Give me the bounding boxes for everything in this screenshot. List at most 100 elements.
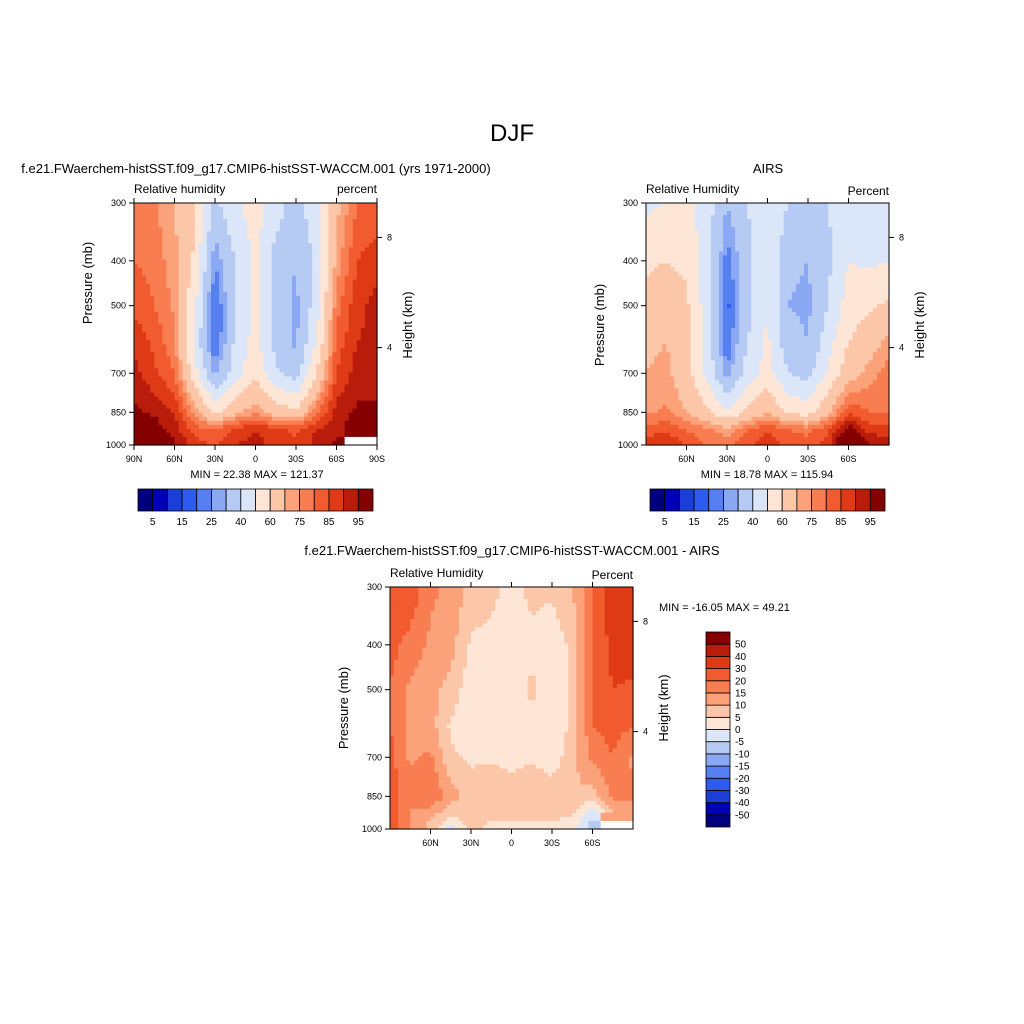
field-cell — [287, 328, 293, 333]
field-cell — [235, 344, 240, 349]
field-cell — [771, 227, 777, 232]
field-cell — [291, 348, 297, 353]
field-cell — [291, 203, 297, 208]
field-cell — [142, 275, 147, 281]
field-cell — [300, 384, 305, 390]
field-cell — [146, 376, 151, 382]
field-cell — [844, 263, 850, 269]
field-cell — [372, 376, 378, 382]
field-cell — [364, 340, 370, 345]
field-cell — [154, 271, 159, 277]
field-cell — [271, 424, 277, 430]
field-cell — [662, 259, 667, 265]
field-cell — [702, 223, 708, 228]
field-cell — [646, 271, 651, 277]
field-cell — [251, 255, 257, 261]
field-cell — [263, 219, 269, 224]
field-cell — [219, 291, 224, 297]
field-cell — [646, 283, 651, 289]
field-cell — [316, 344, 321, 349]
field-cell — [243, 243, 248, 248]
field-cell — [344, 235, 350, 240]
field-cell — [263, 368, 269, 373]
field-cell — [352, 364, 358, 369]
field-cell — [654, 227, 659, 232]
field-cell — [182, 328, 188, 333]
field-cell — [174, 255, 180, 261]
field-cell — [747, 227, 752, 232]
field-cell — [267, 412, 273, 418]
field-cell — [206, 392, 212, 398]
field-cell — [751, 255, 756, 261]
field-cell — [364, 315, 370, 321]
field-cell — [352, 400, 358, 406]
field-cell — [287, 384, 293, 390]
field-cell — [348, 420, 354, 426]
field-cell — [686, 247, 692, 252]
field-cell — [356, 295, 362, 301]
field-cell — [150, 336, 155, 341]
field-cell — [352, 328, 358, 333]
field-cell — [231, 271, 236, 277]
field-cell — [678, 259, 684, 265]
field-cell — [864, 215, 870, 220]
field-cell — [279, 416, 285, 422]
field-cell — [267, 348, 273, 353]
field-cell — [263, 271, 269, 277]
field-cell — [860, 235, 866, 240]
field-cell — [215, 432, 220, 438]
field-cell — [283, 404, 289, 410]
field-cell — [263, 211, 269, 216]
field-cell — [328, 416, 334, 422]
field-cell — [267, 291, 273, 297]
field-cell — [134, 287, 139, 293]
field-cell — [739, 223, 744, 228]
field-cell — [239, 243, 244, 248]
field-cell — [300, 376, 305, 382]
field-cell — [150, 299, 155, 305]
field-cell — [231, 223, 236, 228]
field-cell — [312, 299, 317, 305]
field-cell — [206, 332, 212, 337]
field-cell — [287, 215, 293, 220]
field-cell — [880, 287, 886, 293]
field-cell — [771, 247, 777, 252]
field-cell — [759, 227, 765, 232]
field-cell — [231, 416, 236, 422]
field-cell — [275, 223, 281, 228]
field-cell — [698, 275, 704, 281]
field-cell — [320, 211, 325, 216]
field-cell — [174, 348, 180, 353]
field-cell — [300, 219, 305, 224]
field-cell — [235, 255, 240, 261]
field-cell — [352, 332, 358, 337]
field-cell — [332, 400, 338, 406]
field-cell — [344, 328, 350, 333]
field-cell — [739, 219, 744, 224]
field-cell — [372, 404, 378, 410]
field-cell — [138, 332, 143, 337]
field-cell — [324, 352, 329, 357]
field-cell — [840, 287, 846, 293]
field-cell — [344, 231, 350, 236]
field-cell — [190, 223, 196, 228]
field-cell — [296, 420, 301, 426]
field-cell — [158, 332, 163, 337]
field-cell — [662, 271, 667, 277]
field-cell — [682, 215, 688, 220]
field-cell — [275, 376, 281, 382]
field-cell — [162, 392, 167, 398]
field-cell — [255, 255, 261, 261]
field-cell — [162, 424, 167, 430]
field-cell — [872, 239, 878, 244]
field-cell — [239, 227, 244, 232]
field-cell — [686, 203, 692, 208]
colorbar-swatch — [211, 488, 227, 512]
field-cell — [328, 215, 334, 220]
field-cell — [296, 231, 301, 236]
field-cell — [340, 299, 346, 305]
field-cell — [324, 360, 329, 365]
field-cell — [275, 219, 281, 224]
field-cell — [279, 336, 285, 341]
field-cell — [174, 243, 180, 248]
